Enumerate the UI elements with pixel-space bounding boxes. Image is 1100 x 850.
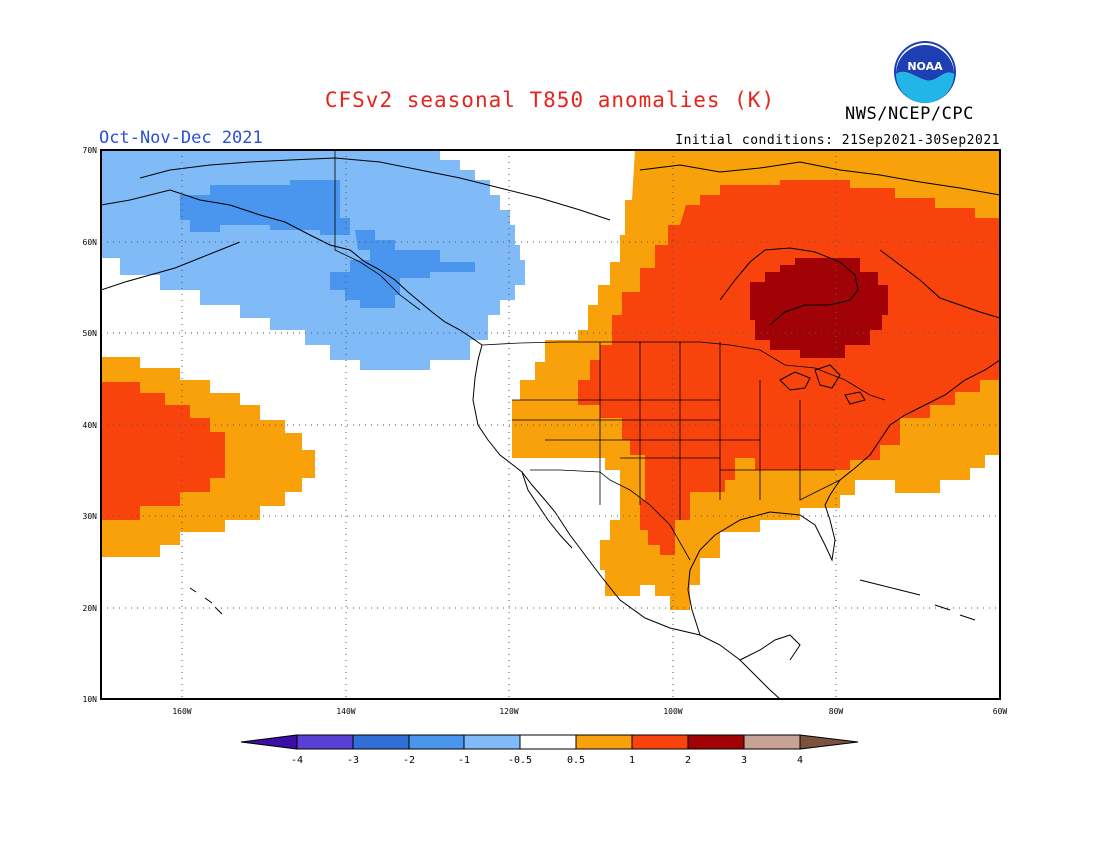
lat-label: 20N — [83, 604, 98, 613]
us-state-lines — [512, 342, 841, 520]
lat-labels: 70N 60N 50N 40N 30N 20N 10N — [83, 146, 98, 704]
lat-label: 60N — [83, 238, 98, 247]
alaska-coast — [101, 189, 483, 346]
colorbar-label: -0.5 — [508, 755, 532, 766]
agency-label: NWS/NCEP/CPC — [845, 104, 974, 124]
east-coast — [829, 359, 1000, 496]
great-lakes — [779, 364, 866, 405]
lat-label: 70N — [83, 146, 98, 155]
colorbar-swatch-above-4 — [799, 734, 859, 750]
noaa-logo: NOAA — [894, 41, 956, 103]
map-title: CFSv2 seasonal T850 anomalies (K) — [324, 88, 776, 112]
arctic-islands — [639, 161, 1000, 196]
colorbar-labels: -4 -3 -2 -1 -0.5 0.5 1 2 3 4 — [291, 755, 803, 766]
gulf-coast — [687, 494, 836, 636]
colorbar — [240, 734, 859, 750]
colorbar-swatch — [687, 734, 745, 750]
north-pacific-warm-core-region — [101, 382, 225, 520]
forecast-period: Oct-Nov-Dec 2021 — [99, 128, 263, 148]
noaa-logo-text: NOAA — [907, 60, 943, 73]
colorbar-swatch — [631, 734, 689, 750]
colorbar-swatch — [463, 734, 521, 750]
us-canada-border — [481, 341, 886, 401]
colorbar-swatch — [519, 734, 577, 750]
colorbar-label: -1 — [458, 755, 470, 766]
initial-conditions: Initial conditions: 21Sep2021-30Sep2021 — [675, 133, 1000, 148]
colorbar-swatch — [743, 734, 801, 750]
caribbean-islands — [859, 579, 976, 621]
yucatan — [739, 634, 801, 661]
alaska-canada-border — [334, 150, 421, 311]
colorbar-swatch-below-minus-4 — [240, 734, 298, 750]
lon-labels: 160W 140W 120W 100W 80W 60W — [172, 707, 1007, 716]
lat-label: 10N — [83, 695, 98, 704]
west-coast — [472, 344, 781, 699]
hudson-bay — [719, 247, 859, 326]
map-frame — [100, 149, 1001, 700]
lat-label: 40N — [83, 421, 98, 430]
hudson-bay-warm-max-region — [750, 258, 888, 358]
shading-layer — [101, 150, 1000, 610]
colorbar-label: -2 — [403, 755, 415, 766]
eastern-north-america-warm-core-region — [578, 180, 1000, 555]
lon-label: 60W — [993, 707, 1008, 716]
alaska-north-coast — [139, 157, 611, 221]
colorbar-label: -4 — [291, 755, 303, 766]
colorbar-label: 0.5 — [567, 755, 585, 766]
alaska-cool-core-region-east — [330, 230, 475, 308]
colorbar-swatch — [352, 734, 410, 750]
colorbar-swatch — [408, 734, 465, 750]
baja-california — [521, 471, 573, 549]
lon-label: 120W — [499, 707, 518, 716]
hawaii — [189, 587, 223, 615]
lon-label: 80W — [829, 707, 844, 716]
alaska-cool-core-region-west — [180, 180, 350, 235]
coastlines — [101, 157, 1000, 699]
labrador-coast — [879, 249, 1000, 319]
lon-label: 100W — [663, 707, 682, 716]
political-borders — [334, 150, 886, 561]
colorbar-label: 4 — [797, 755, 803, 766]
colorbar-label: 3 — [741, 755, 747, 766]
colorbar-label: 2 — [685, 755, 691, 766]
lat-label: 30N — [83, 512, 98, 521]
lat-label: 50N — [83, 329, 98, 338]
aleutian-chain — [101, 241, 241, 291]
us-mexico-border — [530, 469, 691, 561]
colorbar-swatch — [296, 734, 354, 750]
lon-label: 160W — [172, 707, 191, 716]
colorbar-label: -3 — [347, 755, 359, 766]
lon-label: 140W — [336, 707, 355, 716]
colorbar-swatch — [575, 734, 633, 750]
colorbar-label: 1 — [629, 755, 635, 766]
